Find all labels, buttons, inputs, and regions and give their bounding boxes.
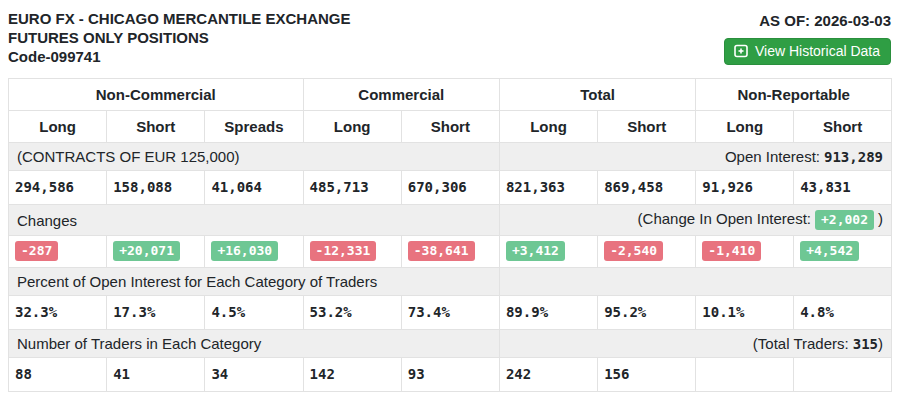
change-oi-suffix: ) [878,210,883,227]
changes-band-row: Changes (Change In Open Interest:+2,002) [9,205,892,236]
position-value: 670,306 [401,171,499,205]
trader-count-value: 93 [401,358,499,392]
trader-count-value: 41 [107,358,205,392]
column-header: Short [794,111,892,143]
view-historical-data-button[interactable]: View Historical Data [724,38,891,65]
position-value: 91,926 [696,171,794,205]
column-header: Short [107,111,205,143]
position-value: 43,831 [794,171,892,205]
total-traders-suffix: ) [878,335,883,352]
percent-band-empty-cell [499,268,891,296]
change-badge: +3,412 [506,241,565,261]
trader-count-value-empty [696,358,794,392]
cot-report-table: Non-Commercial Commercial Total Non-Repo… [8,78,892,392]
change-cell: +16,030 [205,236,303,268]
trader-count-value: 156 [598,358,696,392]
report-header-right: AS OF: 2026-03-03 View Historical Data [724,9,892,65]
trader-count-value: 34 [205,358,303,392]
change-badge: +16,030 [211,241,278,261]
percent-value: 32.3% [9,296,107,330]
percent-value: 53.2% [303,296,401,330]
trader-count-value: 142 [303,358,401,392]
change-cell: +20,071 [107,236,205,268]
report-code: Code-099741 [8,47,351,66]
column-header: Short [598,111,696,143]
percents-row: 32.3% 17.3% 4.5% 53.2% 73.4% 89.9% 95.2%… [9,296,892,330]
change-cell: -38,641 [401,236,499,268]
changes-row: -287 +20,071 +16,030 -12,331 -38,641 +3,… [9,236,892,268]
contracts-label: (CONTRACTS OF EUR 125,000) [9,143,500,171]
change-badge: -1,410 [702,241,761,261]
open-interest-value: 913,289 [824,149,883,165]
traders-label: Number of Traders in Each Category [9,330,500,358]
group-header-total: Total [499,79,695,111]
change-cell: -1,410 [696,236,794,268]
percent-value: 95.2% [598,296,696,330]
column-header: Long [499,111,597,143]
positions-row: 294,586 158,088 41,064 485,713 670,306 8… [9,171,892,205]
traders-band-row: Number of Traders in Each Category (Tota… [9,330,892,358]
change-cell: +3,412 [499,236,597,268]
change-cell: +4,542 [794,236,892,268]
trader-counts-row: 88 41 34 142 93 242 156 [9,358,892,392]
percent-value: 4.5% [205,296,303,330]
column-header: Spreads [205,111,303,143]
percent-value: 4.8% [794,296,892,330]
calendar-plus-icon [734,44,748,58]
report-title-block: EURO FX - CHICAGO MERCANTILE EXCHANGE FU… [8,9,351,66]
total-traders-prefix: (Total Traders: [753,335,849,352]
contracts-band-row: (CONTRACTS OF EUR 125,000) Open Interest… [9,143,892,171]
change-badge: -12,331 [310,241,377,261]
total-traders-value: 315 [853,336,878,352]
position-value: 821,363 [499,171,597,205]
column-header: Long [9,111,107,143]
change-open-interest-cell: (Change In Open Interest:+2,002) [499,205,891,236]
change-oi-prefix: (Change In Open Interest: [638,210,811,227]
report-header: EURO FX - CHICAGO MERCANTILE EXCHANGE FU… [0,0,900,66]
position-value: 294,586 [9,171,107,205]
total-traders-cell: (Total Traders:315) [499,330,891,358]
group-header-row: Non-Commercial Commercial Total Non-Repo… [9,79,892,111]
change-cell: -287 [9,236,107,268]
open-interest-cell: Open Interest:913,289 [499,143,891,171]
subheader-row: Long Short Spreads Long Short Long Short… [9,111,892,143]
report-title-line2: FUTURES ONLY POSITIONS [8,28,351,47]
change-cell: -12,331 [303,236,401,268]
view-historical-data-label: View Historical Data [755,43,880,59]
percent-value: 89.9% [499,296,597,330]
change-cell: -2,540 [598,236,696,268]
change-badge: +4,542 [800,241,859,261]
percent-value: 10.1% [696,296,794,330]
position-value: 158,088 [107,171,205,205]
as-of-date: AS OF: 2026-03-03 [724,12,891,29]
change-badge: -287 [15,241,58,261]
position-value: 869,458 [598,171,696,205]
group-header-non-commercial: Non-Commercial [9,79,304,111]
change-badge: -2,540 [604,241,663,261]
percent-label: Percent of Open Interest for Each Catego… [9,268,500,296]
trader-count-value-empty [794,358,892,392]
change-badge: +20,071 [113,241,180,261]
percent-value: 73.4% [401,296,499,330]
report-title-line1: EURO FX - CHICAGO MERCANTILE EXCHANGE [8,9,351,28]
group-header-non-reportable: Non-Reportable [696,79,892,111]
change-badge: -38,641 [408,241,475,261]
position-value: 485,713 [303,171,401,205]
group-header-commercial: Commercial [303,79,499,111]
column-header: Short [401,111,499,143]
percent-value: 17.3% [107,296,205,330]
position-value: 41,064 [205,171,303,205]
trader-count-value: 242 [499,358,597,392]
column-header: Long [303,111,401,143]
trader-count-value: 88 [9,358,107,392]
open-interest-label: Open Interest: [725,148,820,165]
change-oi-badge: +2,002 [815,210,874,230]
column-header: Long [696,111,794,143]
percent-band-row: Percent of Open Interest for Each Catego… [9,268,892,296]
changes-label: Changes [9,205,500,236]
